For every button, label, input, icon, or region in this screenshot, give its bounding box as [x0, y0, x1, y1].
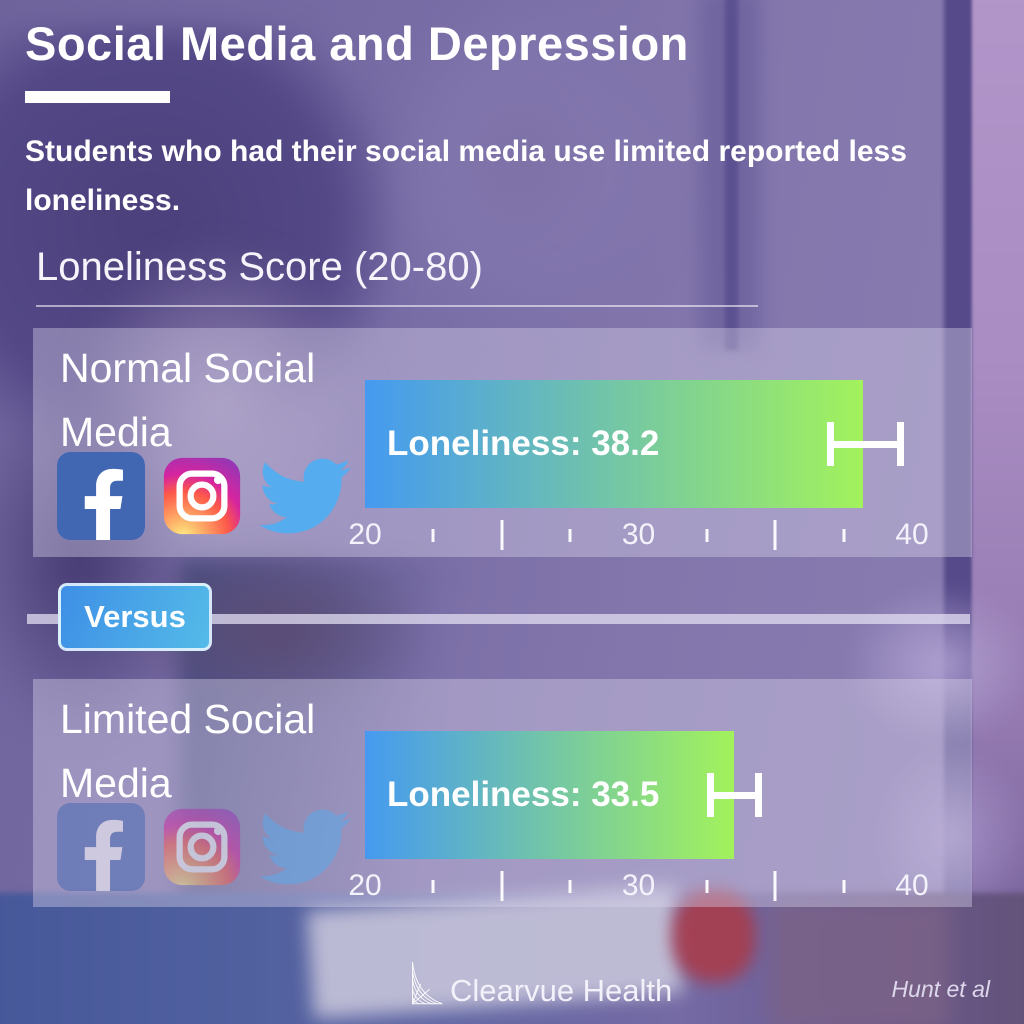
title-underline — [25, 91, 170, 103]
axis-tick-label: 30 — [621, 869, 656, 902]
panel-limited-social-media: Limited Social Media — [33, 679, 972, 907]
axis-tick-label: 30 — [621, 518, 656, 551]
loneliness-chart-normal: Loneliness: 38.2 20 30 40 — [348, 380, 929, 551]
facebook-icon — [57, 452, 145, 545]
brand-name: Clearvue Health — [450, 973, 673, 1008]
axis-minor-tick — [842, 529, 846, 542]
twitter-icon — [259, 456, 352, 541]
twitter-icon — [259, 807, 352, 892]
page-title: Social Media and Depression — [25, 17, 689, 70]
axis-tick-label: 40 — [895, 518, 929, 551]
axis-minor-tick — [431, 529, 435, 542]
axis-minor-tick — [705, 529, 709, 542]
bar-value-label: Loneliness: 38.2 — [387, 424, 660, 463]
versus-divider — [27, 614, 970, 624]
versus-badge: Versus — [58, 583, 212, 651]
axis-minor-tick — [568, 880, 572, 893]
category-label: Limited Social Media — [60, 696, 316, 806]
axis-major-tick — [500, 520, 504, 550]
social-icon-row-faded — [57, 803, 352, 896]
instagram-icon — [158, 803, 246, 896]
axis-major-tick — [773, 520, 777, 550]
loneliness-chart-limited: Loneliness: 33.5 20 30 40 — [348, 731, 929, 902]
brand-footer: Clearvue Health — [408, 958, 672, 1013]
citation: Hunt et al — [891, 976, 990, 1002]
facebook-icon — [57, 803, 145, 896]
heading-rule — [36, 305, 758, 307]
axis-major-tick — [773, 871, 777, 901]
axis-tick-label: 20 — [348, 869, 382, 902]
axis-minor-tick — [568, 529, 572, 542]
error-bar — [827, 422, 904, 466]
clearvue-sail-logo-icon — [408, 958, 444, 1013]
axis-minor-tick — [431, 880, 435, 893]
axis: 20 30 40 — [348, 516, 928, 556]
bar: Loneliness: 38.2 — [365, 380, 863, 508]
panel-normal-social-media: Normal Social Media — [33, 328, 972, 557]
chart-axis-title: Loneliness Score (20-80) — [36, 245, 483, 289]
axis-tick-label: 20 — [348, 518, 382, 551]
axis-minor-tick — [842, 880, 846, 893]
category-label: Normal Social Media — [60, 345, 316, 455]
instagram-icon — [158, 452, 246, 545]
axis-major-tick — [500, 871, 504, 901]
social-icon-row — [57, 452, 352, 545]
versus-label: Versus — [84, 599, 186, 634]
window-frame — [725, 0, 738, 350]
error-bar — [706, 773, 762, 817]
axis-tick-label: 40 — [895, 869, 929, 902]
bar-value-label: Loneliness: 33.5 — [387, 775, 660, 814]
bar: Loneliness: 33.5 — [365, 731, 735, 859]
axis-minor-tick — [705, 880, 709, 893]
axis: 20 30 40 — [348, 867, 928, 907]
subtitle: Students who had their social media use … — [25, 135, 907, 217]
